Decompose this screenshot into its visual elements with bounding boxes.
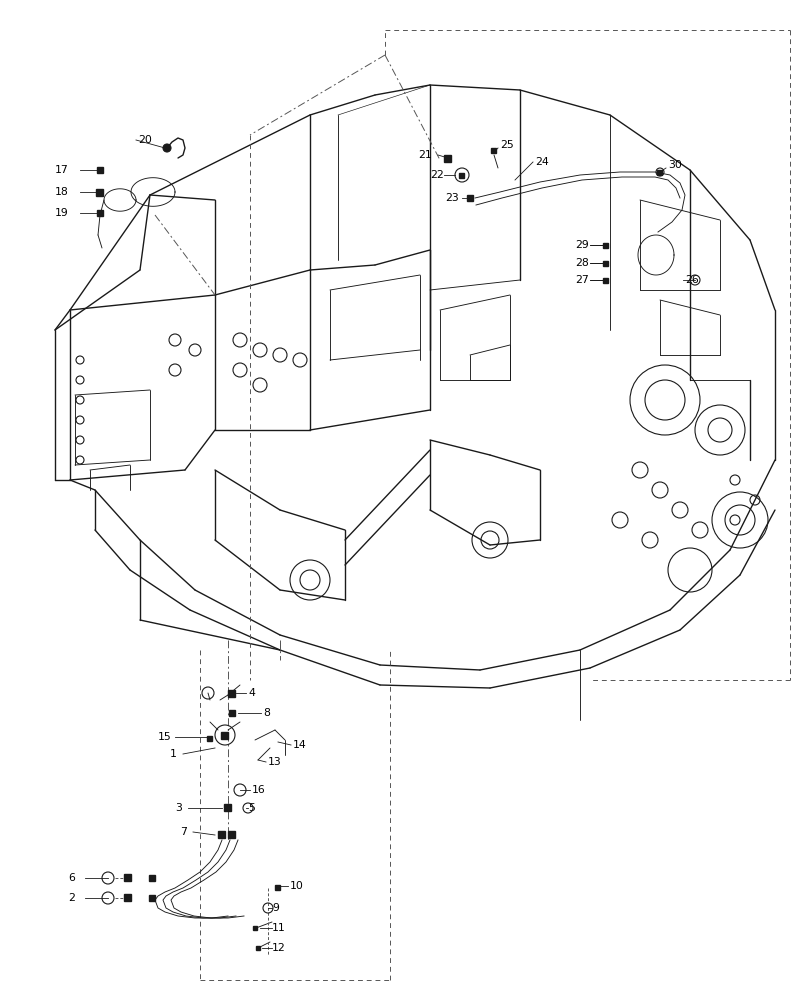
Text: 14: 14 xyxy=(293,740,307,750)
Bar xyxy=(603,242,607,247)
Bar xyxy=(228,690,235,696)
Text: 8: 8 xyxy=(263,708,269,718)
Text: 29: 29 xyxy=(574,240,588,250)
Text: 19: 19 xyxy=(55,208,69,218)
Text: 21: 21 xyxy=(418,150,431,160)
Text: 10: 10 xyxy=(290,881,303,891)
Text: 6: 6 xyxy=(68,873,75,883)
Bar xyxy=(124,874,131,881)
Text: 15: 15 xyxy=(158,732,172,742)
Bar xyxy=(228,831,235,838)
Bar xyxy=(229,710,234,716)
Bar xyxy=(466,195,473,201)
Bar xyxy=(253,926,257,930)
Text: 16: 16 xyxy=(251,785,265,795)
Text: 13: 13 xyxy=(268,757,281,767)
Text: 30: 30 xyxy=(667,160,681,170)
Bar xyxy=(603,260,607,265)
Text: 4: 4 xyxy=(247,688,255,698)
Text: 12: 12 xyxy=(272,943,285,953)
Bar xyxy=(97,189,103,196)
Bar xyxy=(275,885,280,890)
Text: 23: 23 xyxy=(444,193,458,203)
Text: 7: 7 xyxy=(180,827,187,837)
Text: 20: 20 xyxy=(138,135,152,145)
Bar xyxy=(124,894,131,901)
Bar xyxy=(444,155,451,162)
Bar xyxy=(148,875,155,881)
Bar xyxy=(218,831,225,838)
Bar xyxy=(657,170,662,175)
Bar xyxy=(208,736,212,740)
Text: 11: 11 xyxy=(272,923,285,933)
Text: 25: 25 xyxy=(500,140,513,150)
Bar xyxy=(97,210,103,216)
Circle shape xyxy=(163,144,171,152)
Bar xyxy=(603,277,607,282)
Text: 24: 24 xyxy=(534,157,548,167)
Bar xyxy=(255,946,260,950)
Bar xyxy=(97,167,103,173)
Text: 5: 5 xyxy=(247,803,255,813)
Bar xyxy=(221,732,228,738)
Text: 28: 28 xyxy=(574,258,588,268)
Text: 26: 26 xyxy=(684,275,698,285)
Text: 27: 27 xyxy=(574,275,588,285)
Text: 17: 17 xyxy=(55,165,69,175)
Text: 22: 22 xyxy=(430,170,443,180)
Bar xyxy=(459,173,464,178)
Text: 3: 3 xyxy=(175,803,182,813)
Text: 9: 9 xyxy=(272,903,278,913)
Bar xyxy=(148,895,155,901)
Text: 2: 2 xyxy=(68,893,75,903)
Bar xyxy=(491,148,496,153)
Bar xyxy=(224,804,231,811)
Text: 18: 18 xyxy=(55,187,69,197)
Text: 1: 1 xyxy=(169,749,177,759)
